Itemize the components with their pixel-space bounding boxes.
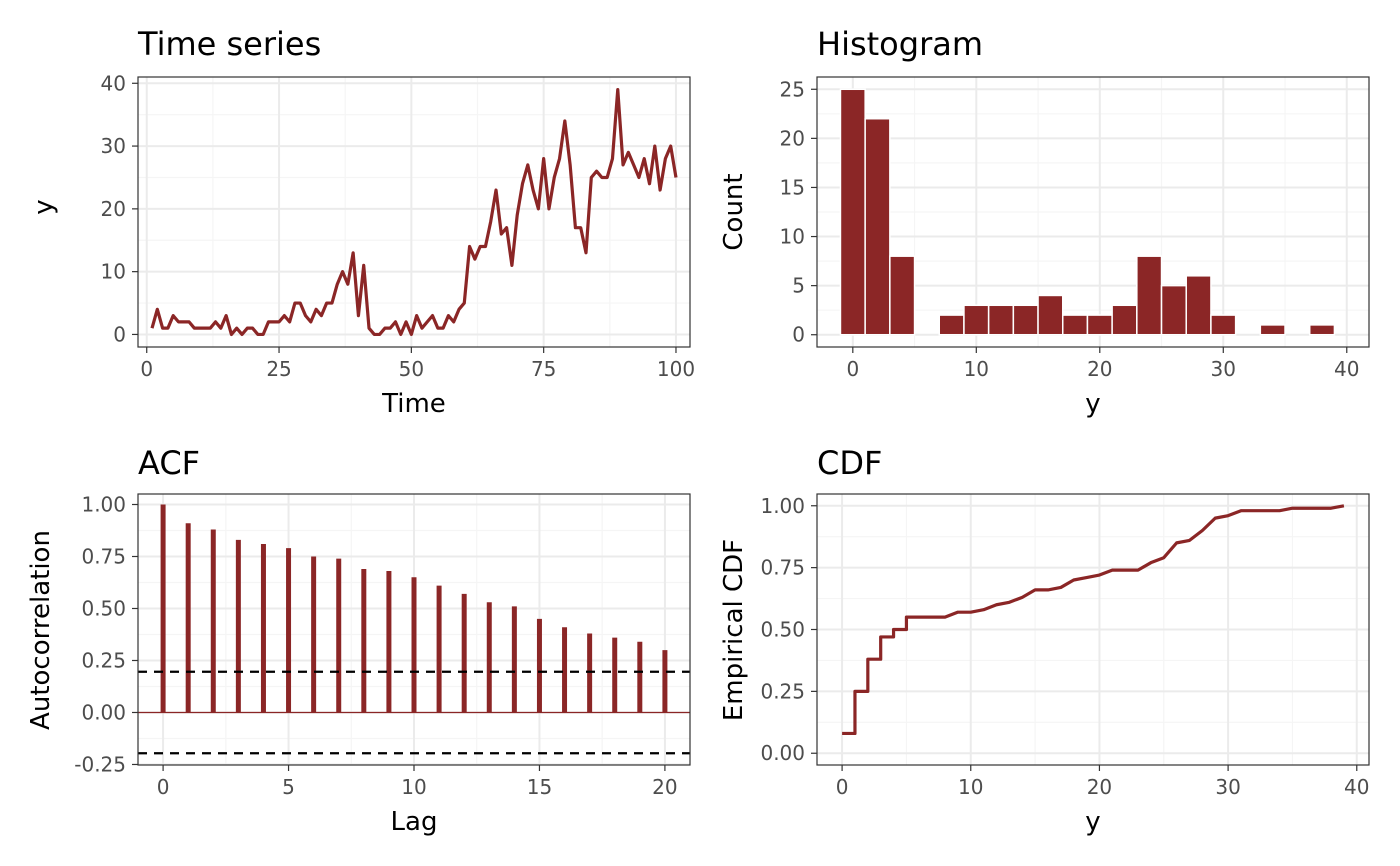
cdf-x-tick-label: 10 bbox=[958, 775, 983, 799]
acf-y-tick-label: 0.50 bbox=[81, 596, 126, 620]
acf-y-tick-label: 0.75 bbox=[81, 544, 126, 568]
cdf-marks bbox=[842, 504, 1345, 736]
histogram-bar bbox=[938, 314, 965, 336]
histogram-bar bbox=[1086, 314, 1113, 336]
time-series-x-tick-label: 0 bbox=[140, 357, 153, 381]
cdf-y-tick-label: 0.25 bbox=[760, 679, 805, 703]
histogram-bar bbox=[1136, 255, 1163, 336]
cdf-x-tick-label: 40 bbox=[1344, 775, 1369, 799]
time-series-y-axis-title: y bbox=[29, 199, 59, 214]
cdf-grid bbox=[817, 494, 1369, 765]
time-series-ticks: 0 25 50 75 100 0 10 20 30 40 bbox=[101, 71, 696, 381]
histogram-x-tick-label: 30 bbox=[1211, 357, 1236, 381]
acf-y-tick-label: 0.00 bbox=[81, 700, 126, 724]
histogram-x-tick-label: 20 bbox=[1087, 357, 1112, 381]
time-series-x-axis-title: Time bbox=[381, 389, 446, 419]
time-series-grid bbox=[138, 77, 690, 347]
cdf-panel: CDF Empirical CDF y 0 10 20 30 40 0.00 0.25 0.5… bbox=[719, 444, 1370, 837]
histogram-x-tick-label: 10 bbox=[964, 357, 989, 381]
acf-x-axis-title: Lag bbox=[391, 807, 438, 837]
histogram-y-tick-label: 20 bbox=[780, 126, 805, 150]
histogram-bar bbox=[1037, 294, 1064, 336]
time-series-panel: Time series y Time 0 25 50 75 100 0 10 20 30 40 bbox=[29, 25, 695, 419]
histogram-bar bbox=[1185, 275, 1212, 336]
time-series-x-tick-label: 100 bbox=[657, 357, 695, 381]
histogram-bar bbox=[963, 304, 990, 336]
cdf-x-tick-label: 0 bbox=[836, 775, 849, 799]
cdf-series-line bbox=[842, 504, 1345, 736]
time-series-y-tick-label: 20 bbox=[101, 197, 126, 221]
histogram-bar bbox=[1012, 304, 1039, 336]
cdf-y-axis-title: Empirical CDF bbox=[719, 539, 749, 721]
time-series-title: Time series bbox=[137, 25, 321, 63]
time-series-y-tick-label: 10 bbox=[101, 260, 126, 284]
cdf-x-tick-label: 20 bbox=[1087, 775, 1112, 799]
histogram-bar bbox=[1061, 314, 1089, 336]
histogram-panel: Histogram Count y 0 10 20 30 40 0 5 10 15 20 25 bbox=[719, 25, 1370, 419]
acf-x-tick-label: 5 bbox=[282, 775, 295, 799]
cdf-title: CDF bbox=[817, 444, 882, 482]
cdf-x-axis-title: y bbox=[1085, 807, 1100, 837]
cdf-y-tick-label: 0.50 bbox=[760, 618, 805, 642]
histogram-marks bbox=[839, 88, 1336, 336]
histogram-bar bbox=[839, 88, 866, 336]
histogram-title: Histogram bbox=[817, 25, 983, 63]
acf-title: ACF bbox=[138, 444, 200, 482]
histogram-bar bbox=[1308, 324, 1336, 336]
time-series-y-tick-label: 0 bbox=[113, 322, 126, 346]
histogram-panel-border bbox=[816, 76, 1370, 348]
acf-x-tick-label: 15 bbox=[527, 775, 552, 799]
cdf-x-tick-label: 30 bbox=[1215, 775, 1240, 799]
acf-marks bbox=[138, 504, 690, 755]
time-series-series-line bbox=[150, 87, 678, 337]
cdf-y-tick-label: 1.00 bbox=[760, 494, 805, 518]
histogram-bar bbox=[1259, 324, 1286, 336]
time-series-marks bbox=[150, 87, 678, 337]
acf-y-axis-title: Autocorrelation bbox=[26, 530, 56, 730]
acf-ticks: 0 5 10 15 20 -0.25 0.00 0.25 0.50 0.75 1.00 bbox=[74, 493, 677, 799]
cdf-ticks: 0 10 20 30 40 0.00 0.25 0.50 0.75 1.00 bbox=[760, 494, 1369, 799]
acf-x-tick-label: 0 bbox=[157, 775, 170, 799]
time-series-panel-border bbox=[137, 76, 691, 348]
histogram-x-axis-title: y bbox=[1085, 389, 1100, 419]
histogram-y-axis-title: Count bbox=[719, 173, 749, 250]
acf-x-tick-label: 10 bbox=[401, 775, 426, 799]
histogram-x-tick-label: 0 bbox=[846, 357, 859, 381]
acf-y-tick-label: 1.00 bbox=[81, 493, 126, 517]
histogram-y-tick-label: 15 bbox=[780, 175, 805, 199]
histogram-y-tick-label: 10 bbox=[780, 225, 805, 249]
histogram-bar bbox=[1111, 304, 1138, 336]
histogram-bar bbox=[1160, 284, 1187, 336]
histogram-y-tick-label: 25 bbox=[780, 77, 805, 101]
histogram-ticks: 0 10 20 30 40 0 5 10 15 20 25 bbox=[780, 77, 1360, 381]
time-series-y-tick-label: 30 bbox=[101, 134, 126, 158]
histogram-bar bbox=[864, 117, 891, 336]
time-series-x-tick-label: 75 bbox=[531, 357, 556, 381]
histogram-bar bbox=[889, 255, 916, 336]
cdf-y-tick-label: 0.75 bbox=[760, 556, 805, 580]
acf-y-tick-label: 0.25 bbox=[81, 648, 126, 672]
histogram-bar bbox=[1210, 314, 1237, 336]
cdf-y-tick-label: 0.00 bbox=[760, 741, 805, 765]
histogram-bar bbox=[987, 304, 1015, 336]
acf-x-tick-label: 20 bbox=[652, 775, 677, 799]
histogram-y-tick-label: 5 bbox=[792, 274, 805, 298]
histogram-y-tick-label: 0 bbox=[792, 323, 805, 347]
time-series-x-tick-label: 50 bbox=[399, 357, 424, 381]
time-series-y-tick-label: 40 bbox=[101, 71, 126, 95]
acf-y-tick-label: -0.25 bbox=[74, 752, 126, 776]
histogram-x-tick-label: 40 bbox=[1334, 357, 1359, 381]
time-series-x-tick-label: 25 bbox=[266, 357, 291, 381]
acf-panel: ACF Autocorrelation Lag 0 5 10 15 20 -0.25 0.0… bbox=[26, 444, 691, 837]
